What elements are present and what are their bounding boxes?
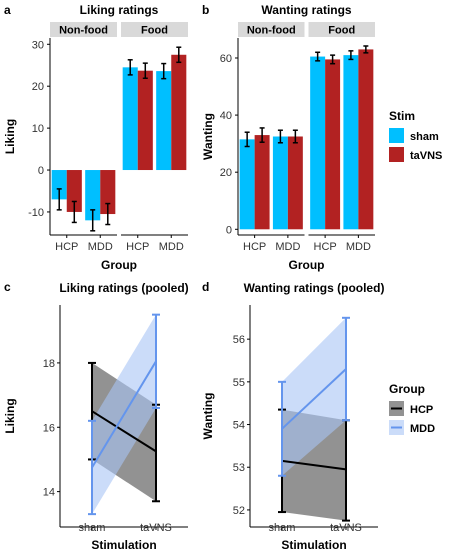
legend-label-stim-sham: sham — [410, 131, 439, 143]
panel-title-c: Liking ratings (pooled) — [59, 281, 188, 295]
y-tick-label-d-53: 53 — [233, 462, 245, 474]
legend-label-group-MDD: MDD — [410, 423, 435, 435]
panel-letter-c: c — [4, 280, 11, 294]
bar-a-0-HCP-tavns — [66, 170, 82, 212]
x-axis-label-a: Group — [101, 258, 137, 272]
panel-letter-a: a — [4, 3, 11, 17]
x-tick-label-d-sham: sham — [269, 522, 296, 534]
facet-label-a-0: Non-food — [59, 25, 108, 37]
y-tick-label-d-56: 56 — [233, 334, 245, 346]
y-tick-label-c-16: 16 — [43, 422, 55, 434]
bar-b-1-HCP-sham — [310, 56, 326, 230]
legend-title-stim: Stim — [389, 109, 415, 123]
y-tick-label-c-18: 18 — [43, 358, 55, 370]
y-tick-label-b-40: 40 — [220, 110, 232, 122]
bar-a-1-MDD-sham — [156, 71, 172, 171]
y-axis-label-b: Wanting — [201, 113, 215, 160]
x-tick-label-a-1-1: MDD — [159, 241, 184, 253]
mean-line-d-HCP — [281, 459, 347, 471]
y-tick-label-d-54: 54 — [233, 420, 245, 432]
bar-b-0-HCP-sham — [239, 139, 255, 230]
y-tick-label-b-0: 0 — [226, 224, 232, 236]
panel-title-a: Liking ratings — [80, 3, 159, 17]
x-axis-label-b: Group — [289, 258, 325, 272]
x-tick-label-c-taVNS: taVNS — [140, 522, 172, 534]
facet-strip-b-1 — [308, 22, 375, 37]
y-tick-label-c-14: 14 — [43, 487, 55, 499]
x-tick-label-b-0-0: HCP — [243, 241, 266, 253]
y-axis-label-a: Liking — [3, 119, 17, 154]
y-tick-label-d-52: 52 — [233, 505, 245, 517]
panel-title-b: Wanting ratings — [261, 3, 352, 17]
x-tick-label-a-0-1: MDD — [88, 241, 113, 253]
bar-b-1-MDD-tavns — [358, 49, 374, 230]
x-tick-label-b-1-1: MDD — [346, 241, 371, 253]
legend-key-stim-taVNS — [389, 147, 404, 162]
y-tick-label-a-0: 0 — [38, 165, 44, 177]
bar-a-0-HCP-sham — [51, 170, 67, 200]
y-tick-label-a-10: 10 — [32, 123, 44, 135]
panel-letter-d: d — [202, 280, 209, 294]
bar-b-0-MDD-sham — [272, 136, 288, 230]
panel-title-d: Wanting ratings (pooled) — [244, 281, 385, 295]
y-tick-label-a-20: 20 — [32, 81, 44, 93]
mean-line-c-HCP — [91, 410, 157, 453]
x-tick-label-a-0-0: HCP — [55, 241, 78, 253]
legend-label-stim-taVNS: taVNS — [410, 150, 442, 162]
facet-label-b-1: Food — [328, 25, 355, 37]
bar-a-1-MDD-tavns — [171, 54, 187, 171]
facet-strip-b-0 — [238, 22, 305, 37]
bar-b-1-HCP-tavns — [325, 59, 341, 230]
legend-key-stim-sham — [389, 128, 404, 143]
mean-line-d-MDD — [281, 368, 347, 430]
legend-label-group-HCP: HCP — [410, 404, 433, 416]
y-axis-label-d: Wanting — [201, 393, 215, 440]
y-tick-label-a-30: 30 — [32, 39, 44, 51]
x-axis-label-c: Stimulation — [91, 538, 156, 552]
bar-b-1-MDD-sham — [343, 55, 359, 230]
bar-a-1-HCP-sham — [122, 67, 138, 171]
facet-label-a-1: Food — [141, 25, 168, 37]
x-tick-label-b-1-0: HCP — [314, 241, 337, 253]
y-tick-label-d-55: 55 — [233, 377, 245, 389]
legend-title-group: Group — [389, 382, 425, 396]
facet-strip-a-1 — [121, 22, 188, 37]
x-tick-label-a-1-0: HCP — [126, 241, 149, 253]
bar-b-0-HCP-tavns — [254, 135, 270, 230]
ribbon-d-MDD — [282, 317, 346, 476]
x-tick-label-c-sham: sham — [79, 522, 106, 534]
x-tick-label-d-taVNS: taVNS — [330, 522, 362, 534]
facet-strip-a-0 — [50, 22, 117, 37]
y-tick-label-b-60: 60 — [220, 53, 232, 65]
x-tick-label-b-0-1: MDD — [275, 241, 300, 253]
facet-label-b-0: Non-food — [247, 25, 296, 37]
y-tick-label-a--10: -10 — [28, 207, 44, 219]
x-axis-label-d: Stimulation — [281, 538, 346, 552]
bar-a-1-HCP-tavns — [137, 70, 153, 171]
bar-b-0-MDD-tavns — [287, 136, 303, 230]
y-axis-label-c: Liking — [3, 398, 17, 433]
y-tick-label-b-20: 20 — [220, 167, 232, 179]
bar-a-0-MDD-sham — [85, 170, 101, 221]
bar-a-0-MDD-tavns — [100, 170, 116, 215]
panel-letter-b: b — [202, 3, 209, 17]
mean-line-c-MDD — [91, 360, 157, 468]
